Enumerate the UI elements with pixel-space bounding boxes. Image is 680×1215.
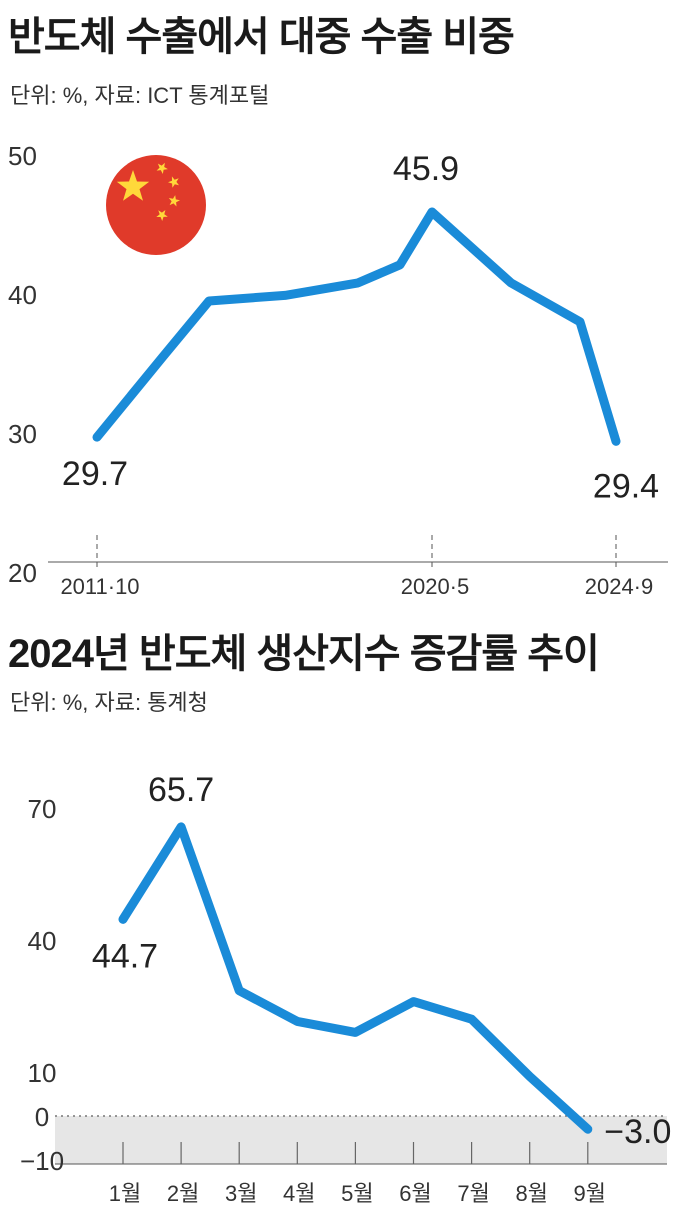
y-tick-label: 40 [8,280,37,310]
data-label: 29.7 [62,455,128,493]
line-chart-export-share: 20 30 40 50 2011·10 2020·5 2024·9 29.7 45.9 29.4 [8,141,668,599]
x-tick-label: 4월 [283,1181,315,1206]
y-tick-label: 30 [8,419,37,449]
y-tick-label: 50 [8,141,37,171]
y-tick-label: −10 [20,1146,64,1176]
flag-star [168,195,180,207]
y-tick-label: 0 [35,1102,49,1132]
flag-star [156,210,168,221]
chart-panel-export-share: 반도체 수출에서 대중 수출 비중 단위: %, 자료: ICT 통계포털 20… [8,15,668,599]
x-tick-label: 2024·9 [585,574,654,599]
data-label: 45.9 [393,150,459,188]
x-tick-label: 7월 [457,1181,489,1206]
x-tick-label: 1월 [109,1181,141,1206]
line-chart-production-index: −10 0 10 40 70 1월 2월 3월 4월 5월 6월 7월 8월 9월 44.7 65.7 −3.0 [20,771,671,1206]
flag-circle [106,155,206,255]
series-line [92,207,621,446]
x-tick-label: 3월 [225,1181,257,1206]
data-label: 44.7 [92,937,158,975]
data-label: 29.4 [593,467,659,505]
x-tick-label: 8월 [515,1181,547,1206]
x-tick-label: 5월 [341,1181,373,1206]
y-tick-label: 10 [28,1058,57,1088]
chart-panel-production-index: 2024년 반도체 생산지수 증감률 추이 단위: %, 자료: 통계청 −10… [0,615,680,1215]
data-label: 65.7 [148,771,214,809]
x-tick-label: 2011·10 [60,574,139,599]
x-tick-label: 6월 [399,1181,431,1206]
flag-star [116,170,150,201]
chart-title: 반도체 수출에서 대중 수출 비중 [8,15,515,59]
chart-subtitle: 단위: %, 자료: ICT 통계포털 [10,83,270,108]
chart-subtitle: 단위: %, 자료: 통계청 [10,690,208,715]
y-tick-label: 70 [28,794,57,824]
negative-region [55,1116,667,1164]
flag-star [156,162,168,174]
china-flag-icon [106,155,206,255]
x-tick-label: 9월 [574,1181,606,1206]
chart-title: 2024년 반도체 생산지수 증감률 추이 [8,632,600,676]
x-tick-label: 2월 [167,1181,199,1206]
y-tick-label: 20 [8,558,37,588]
y-tick-label: 40 [28,926,57,956]
x-tick-label: 2020·5 [401,574,470,599]
data-label: −3.0 [604,1113,671,1151]
series-line [118,822,593,1134]
flag-star [168,176,179,188]
